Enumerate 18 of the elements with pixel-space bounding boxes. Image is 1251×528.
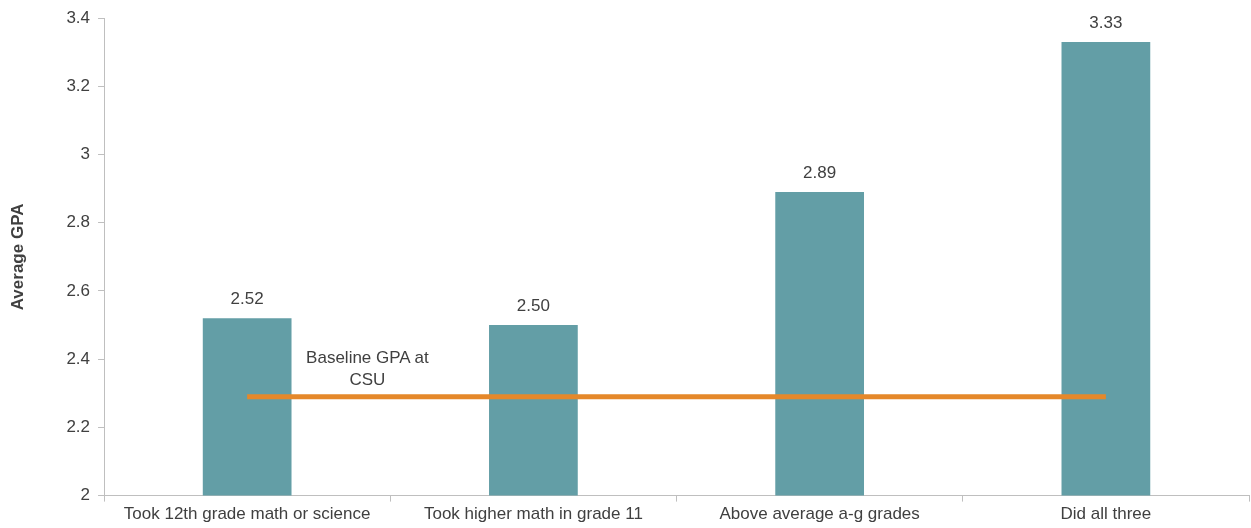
ref-line-label: Baseline GPA at CSU — [306, 347, 429, 389]
data-label: 3.33 — [1089, 13, 1123, 33]
data-label: 2.52 — [230, 289, 264, 309]
x-tick-label: Took 12th grade math or science — [123, 504, 371, 524]
data-label: 2.89 — [803, 163, 837, 183]
data-label: 2.50 — [516, 296, 550, 316]
y-tick-label: 2.4 — [66, 348, 91, 368]
x-tick-label: Above average a-g grades — [719, 504, 920, 524]
y-tick-label: 3.2 — [66, 76, 91, 96]
y-tick-label: 3.4 — [66, 7, 91, 27]
y-tick-label: 3 — [80, 144, 91, 164]
x-tick-label: Did all three — [1060, 504, 1152, 524]
x-tick-label: Took higher math in grade 11 — [423, 504, 643, 524]
y-axis-title: Average GPA — [7, 203, 27, 311]
y-tick-label: 2.2 — [66, 417, 91, 437]
y-tick-label: 2 — [80, 485, 91, 505]
y-tick-label: 2.6 — [66, 280, 91, 300]
y-tick-label: 2.8 — [66, 212, 91, 232]
